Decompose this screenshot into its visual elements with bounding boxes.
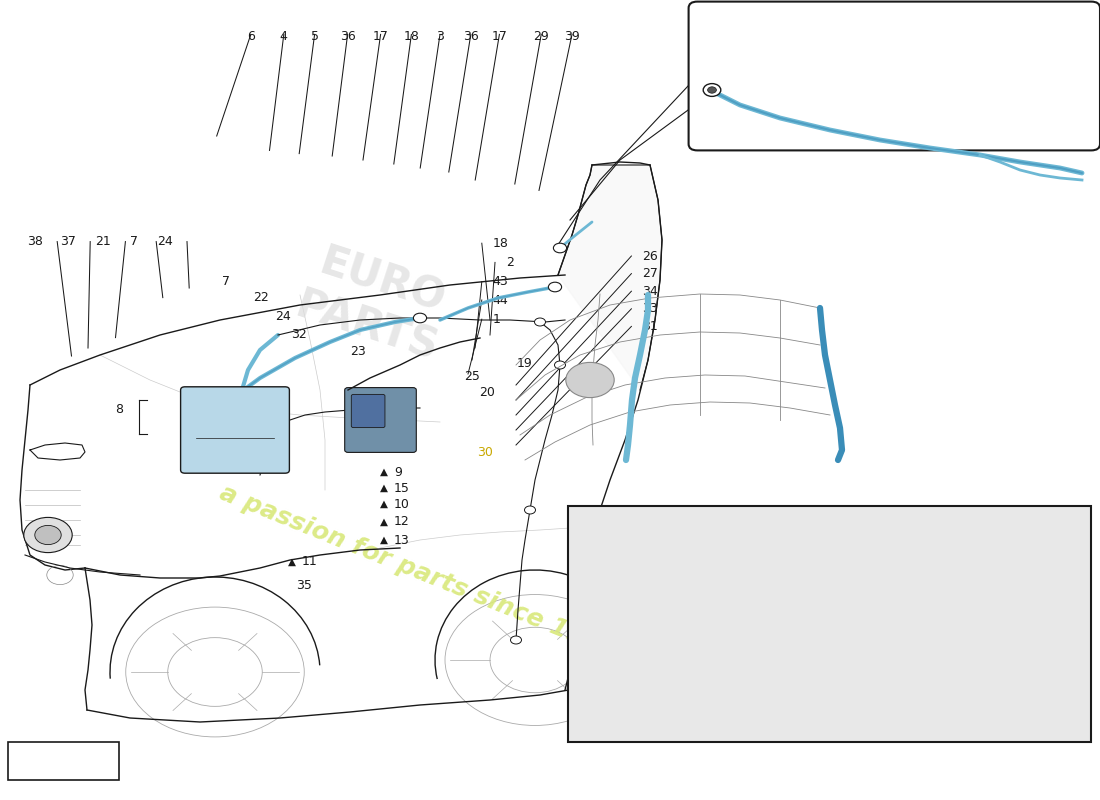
Text: 3: 3 [436, 30, 444, 43]
Text: 42: 42 [795, 70, 811, 82]
Text: 9: 9 [394, 466, 402, 478]
Polygon shape [558, 165, 662, 390]
Text: 8: 8 [114, 403, 123, 416]
Circle shape [24, 518, 73, 553]
Text: 7: 7 [130, 235, 139, 248]
Text: 36: 36 [463, 30, 478, 43]
FancyBboxPatch shape [8, 742, 119, 780]
Text: 44: 44 [493, 294, 508, 306]
Text: 6: 6 [246, 30, 255, 43]
Text: 17: 17 [492, 30, 507, 43]
Text: ▲: ▲ [381, 499, 388, 509]
Text: 14: 14 [385, 387, 400, 400]
Text: 18: 18 [404, 30, 419, 43]
Text: 7: 7 [222, 275, 230, 288]
FancyBboxPatch shape [568, 506, 1091, 742]
Text: 38: 38 [28, 235, 43, 248]
Text: 25: 25 [464, 370, 480, 382]
Text: ▲: ▲ [288, 557, 296, 566]
Text: 10: 10 [394, 498, 409, 510]
Text: ▲: ▲ [381, 517, 388, 526]
Text: 34: 34 [642, 285, 658, 298]
Circle shape [703, 84, 720, 96]
Text: 20: 20 [480, 386, 495, 398]
Text: 4: 4 [279, 30, 288, 43]
Text: 27: 27 [642, 267, 658, 280]
Text: 17: 17 [373, 30, 388, 43]
Circle shape [510, 636, 521, 644]
FancyBboxPatch shape [689, 2, 1100, 150]
Text: 30: 30 [477, 446, 493, 458]
Text: 29: 29 [534, 30, 549, 43]
Text: 23: 23 [350, 346, 365, 358]
Circle shape [35, 526, 62, 545]
Text: 22: 22 [253, 291, 268, 304]
Text: 24: 24 [275, 310, 290, 322]
Text: 41: 41 [1050, 74, 1066, 86]
Text: 31: 31 [740, 712, 756, 725]
Text: 21: 21 [96, 235, 111, 248]
Circle shape [707, 86, 716, 94]
Circle shape [549, 282, 562, 292]
FancyBboxPatch shape [351, 394, 385, 427]
Text: ▲: ▲ [381, 483, 388, 493]
Text: 30: 30 [680, 712, 695, 725]
Text: 2: 2 [506, 256, 514, 269]
FancyBboxPatch shape [344, 388, 416, 453]
Text: ▲ = 40: ▲ = 40 [37, 754, 90, 768]
Text: 15: 15 [394, 482, 409, 494]
Text: 39: 39 [564, 30, 580, 43]
Text: ▲: ▲ [194, 411, 201, 421]
Text: 36: 36 [340, 30, 355, 43]
Text: ▲: ▲ [372, 389, 379, 398]
Text: 26: 26 [642, 250, 658, 262]
Text: 32: 32 [292, 328, 307, 341]
Text: 19: 19 [517, 358, 532, 370]
Text: a passion for parts since 1985: a passion for parts since 1985 [217, 481, 619, 663]
Text: 5: 5 [310, 30, 319, 43]
Circle shape [554, 361, 565, 369]
Circle shape [535, 318, 546, 326]
Circle shape [525, 506, 536, 514]
Text: 18: 18 [493, 237, 508, 250]
Text: 43: 43 [493, 275, 508, 288]
Text: 37: 37 [60, 235, 76, 248]
Text: 12: 12 [394, 515, 409, 528]
Text: EURO
PARTS: EURO PARTS [289, 238, 459, 370]
Text: ▲: ▲ [381, 535, 388, 545]
Text: 13: 13 [394, 534, 409, 546]
FancyBboxPatch shape [180, 387, 289, 474]
Text: 35: 35 [296, 579, 311, 592]
Text: 31: 31 [642, 320, 658, 333]
Text: 11: 11 [301, 555, 317, 568]
Text: 24: 24 [157, 235, 173, 248]
Text: 28: 28 [947, 74, 962, 86]
Text: 16: 16 [207, 410, 222, 422]
Text: ▲: ▲ [381, 467, 388, 477]
Circle shape [565, 362, 614, 398]
Text: 1: 1 [493, 313, 500, 326]
Text: 33: 33 [642, 302, 658, 315]
Circle shape [553, 243, 566, 253]
Circle shape [414, 313, 427, 322]
